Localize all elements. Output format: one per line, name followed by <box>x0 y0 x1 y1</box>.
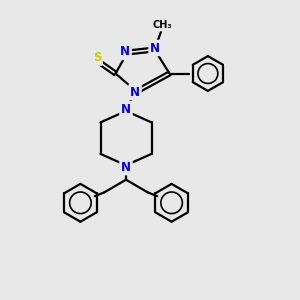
Text: CH₃: CH₃ <box>153 20 172 30</box>
Text: N: N <box>130 85 140 99</box>
Text: N: N <box>121 160 131 174</box>
Text: N: N <box>120 45 130 58</box>
Text: N: N <box>121 103 131 116</box>
Text: S: S <box>93 51 101 64</box>
Text: N: N <box>150 41 160 55</box>
